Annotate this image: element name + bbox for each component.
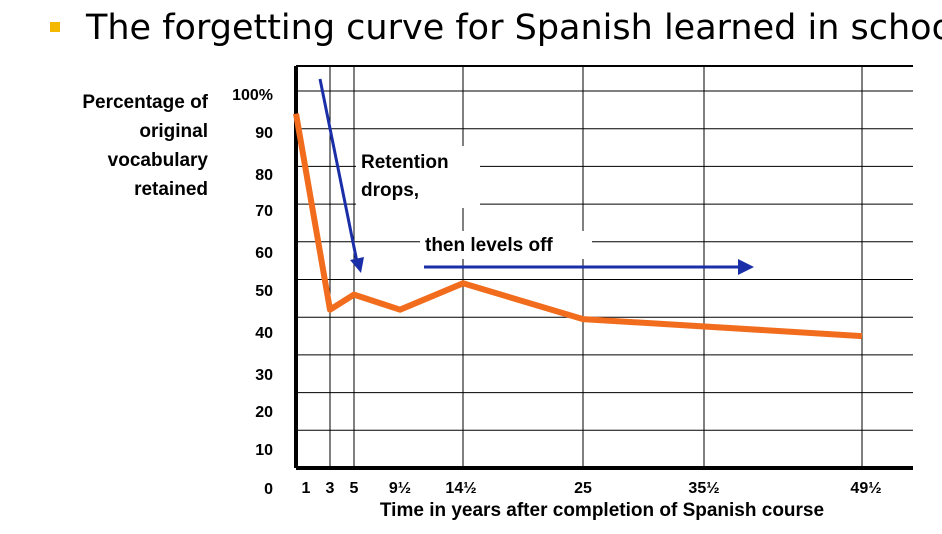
chart-title: The forgetting curve for Spanish learned… (86, 8, 942, 48)
annotations: Retention drops, then levels off (318, 78, 754, 275)
x-tick-label: 35½ (688, 480, 719, 497)
annotation-background (356, 146, 480, 208)
x-tick-label: 25 (574, 480, 592, 497)
y-tick-label: 10 (255, 442, 273, 459)
x-tick-label: 14½ (445, 480, 476, 497)
annotation-levels-off: then levels off (425, 235, 553, 256)
level-arrow-head (738, 259, 754, 275)
y-tick-label: 0 (264, 481, 273, 498)
y-axis-label-line: vocabulary (107, 150, 208, 171)
y-tick-label: 20 (255, 404, 273, 421)
x-tick-label: 5 (350, 480, 359, 497)
retention-series-line (293, 113, 863, 340)
x-tick-label: 3 (326, 480, 335, 497)
x-tick-label: 49½ (850, 480, 881, 497)
y-tick-label: 80 (255, 167, 273, 184)
bullet-icon (50, 22, 60, 32)
x-tick-label: 1 (302, 480, 311, 497)
drop-arrow-line (318, 78, 359, 263)
x-tick-labels: 1 3 5 9½ 14½ 25 35½ 49½ (302, 480, 882, 497)
y-tick-label: 100% (232, 87, 273, 104)
y-axis-label-line: Percentage of (82, 92, 208, 113)
x-tick-label: 9½ (389, 480, 411, 497)
axes-frame (294, 65, 913, 470)
annotation-retention: Retention (361, 152, 449, 173)
annotation-background (420, 231, 592, 259)
title-row: The forgetting curve for Spanish learned… (0, 0, 942, 60)
y-axis-label-line: retained (134, 179, 208, 200)
y-tick-labels: 0 10 20 30 40 50 60 70 80 90 100% (232, 87, 273, 498)
y-tick-label: 60 (255, 245, 273, 262)
annotation-drops: drops, (361, 180, 419, 201)
y-axis-label-line: original (139, 121, 208, 142)
series-group (293, 113, 863, 340)
y-tick-label: 40 (255, 325, 273, 342)
x-axis-label: Time in years after completion of Spanis… (379, 500, 825, 521)
y-tick-label: 30 (255, 367, 273, 384)
y-tick-label: 70 (255, 203, 273, 220)
y-axis-label: Percentage of original vocabulary retain… (30, 88, 208, 204)
drop-arrow-head (350, 257, 364, 273)
y-tick-label: 90 (255, 125, 273, 142)
y-tick-label: 50 (255, 283, 273, 300)
